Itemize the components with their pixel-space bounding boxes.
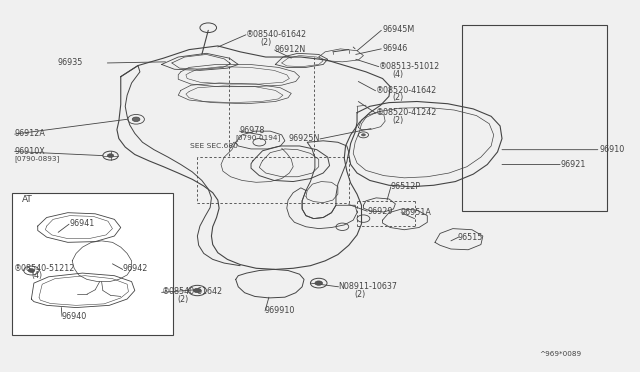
Bar [12,193,173,335]
Circle shape [28,269,35,272]
Circle shape [132,117,140,122]
Bar [462,25,607,211]
Text: (2): (2) [392,116,403,125]
Text: 96978: 96978 [239,126,265,135]
Text: ^969*0089: ^969*0089 [540,351,582,357]
Text: 96515: 96515 [458,232,483,242]
Text: 96942: 96942 [122,264,147,273]
Text: 96921: 96921 [560,160,586,169]
Text: 969910: 969910 [264,306,295,315]
Text: ®08540-51212: ®08540-51212 [13,264,75,273]
Text: 96925N: 96925N [289,134,320,143]
Text: 96945M: 96945M [383,25,415,35]
Text: N08911-10637: N08911-10637 [338,282,397,291]
Text: ®08540-61642: ®08540-61642 [246,30,307,39]
Text: (4): (4) [392,70,403,78]
Text: 96910X: 96910X [15,147,45,155]
Text: 96912A: 96912A [15,129,45,138]
Text: 96910: 96910 [600,145,625,154]
Text: 96935: 96935 [57,58,83,67]
Text: 96940: 96940 [61,312,86,321]
Text: (2): (2) [392,93,403,102]
Text: (4): (4) [31,271,42,280]
Circle shape [362,134,365,136]
Text: ®08513-51012: ®08513-51012 [379,62,440,71]
Text: [0790-0194]: [0790-0194] [235,134,280,141]
Text: SEE SEC.680: SEE SEC.680 [190,143,238,149]
Text: ®08520-41242: ®08520-41242 [376,108,437,117]
Text: 96951A: 96951A [401,208,431,217]
Text: 96941: 96941 [69,219,94,228]
Text: (2): (2) [177,295,188,304]
Text: 96946: 96946 [383,44,408,53]
Circle shape [108,154,114,157]
Text: ®08540-61642: ®08540-61642 [162,288,223,296]
Text: 96929: 96929 [367,207,393,216]
Text: (2): (2) [355,290,365,299]
Text: 96912N: 96912N [275,45,306,54]
Circle shape [193,288,201,293]
Text: AT: AT [22,195,33,204]
Circle shape [315,281,323,285]
Text: (2): (2) [260,38,272,47]
Text: ®08520-41642: ®08520-41642 [376,86,437,95]
Text: [0790-0893]: [0790-0893] [15,155,60,162]
Text: 96512P: 96512P [390,182,420,191]
